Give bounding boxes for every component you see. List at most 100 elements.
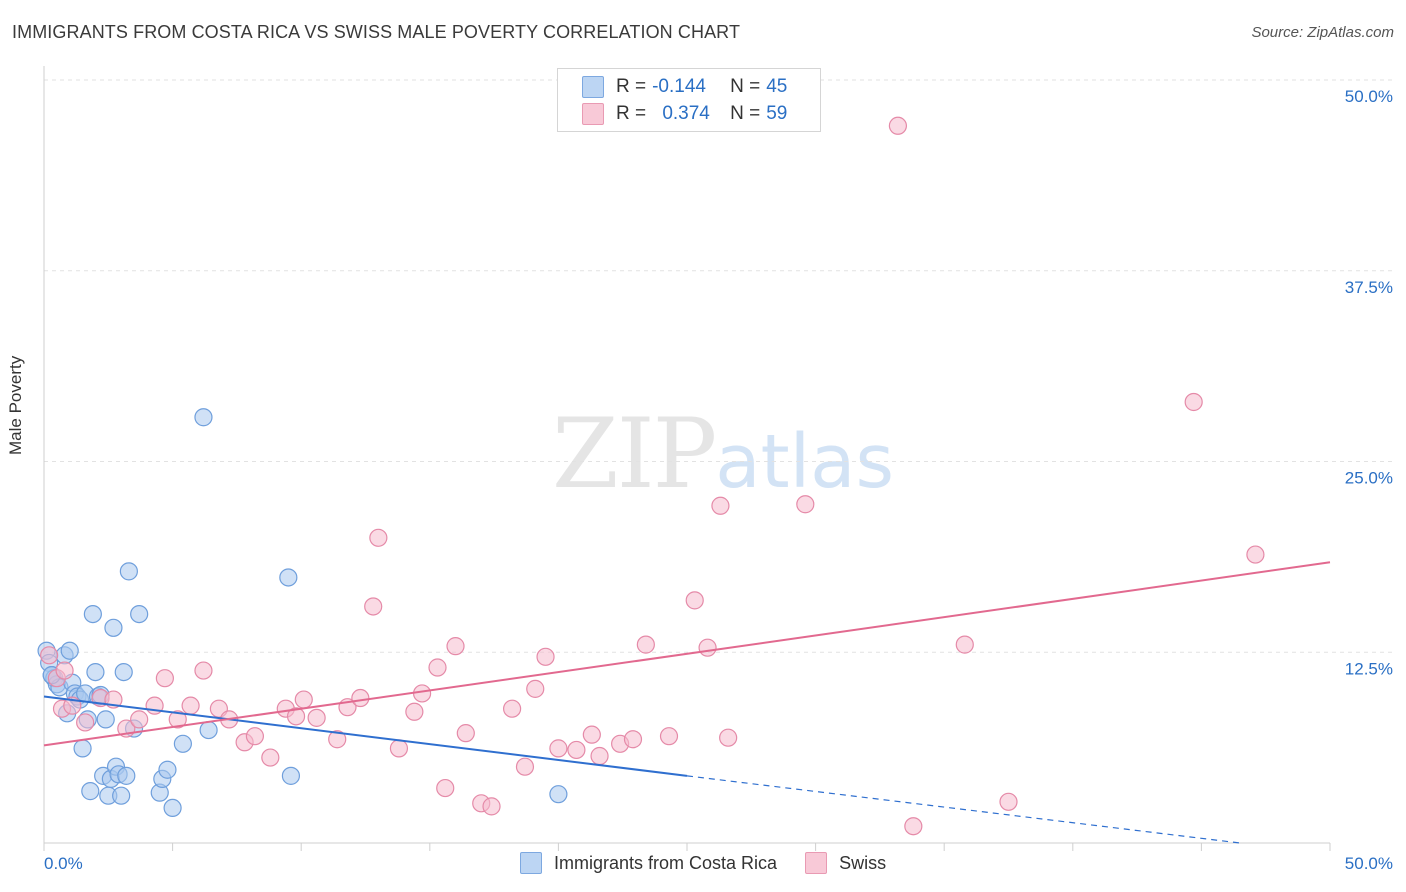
costa-rica-point — [281, 766, 301, 785]
costa-rica-point — [163, 798, 182, 818]
swiss-point — [351, 688, 370, 708]
costa-rica-point — [194, 408, 213, 427]
swiss-point — [307, 708, 326, 727]
swiss-point — [711, 496, 730, 515]
swiss-point — [328, 730, 347, 749]
swiss-point — [245, 727, 265, 746]
swiss-point — [155, 669, 174, 688]
y-tick-label: 37.5% — [1345, 278, 1393, 297]
swiss-point — [590, 746, 609, 766]
swiss-point — [698, 638, 717, 657]
costa-rica-point — [86, 662, 105, 682]
swiss-point — [436, 778, 455, 798]
series-legend-label: Immigrants from Costa Rica — [554, 852, 778, 873]
y-tick-label: 50.0% — [1345, 87, 1393, 106]
costa-rica-point — [199, 720, 218, 740]
costa-rica-point — [104, 618, 123, 637]
series-legend-label: Swiss — [839, 852, 887, 873]
swiss-point — [456, 724, 475, 743]
y-tick-label: 12.5% — [1345, 659, 1393, 678]
legend-n-value: 59 — [766, 103, 788, 124]
costa-rica-point — [119, 562, 138, 581]
swiss-point — [1246, 545, 1265, 564]
swiss-point — [503, 699, 522, 718]
swiss-point — [482, 797, 501, 816]
legend-swatch-swiss — [582, 103, 604, 125]
swiss-point — [526, 679, 545, 698]
swiss-point — [536, 647, 555, 666]
swiss-point — [955, 635, 974, 654]
watermark-zip: ZIP — [552, 398, 717, 510]
swiss-point — [389, 739, 409, 758]
swiss-point — [659, 727, 679, 746]
costa-rica-trendline — [43, 695, 688, 777]
swiss-point — [515, 757, 535, 776]
legend-swatch-swiss — [805, 852, 828, 874]
swiss-point — [294, 690, 313, 709]
swiss-point — [549, 739, 568, 758]
costa-rica-point — [112, 786, 131, 805]
swiss-point — [194, 661, 213, 680]
y-axis-label: Male Poverty — [6, 355, 25, 455]
legend-n-value: 45 — [766, 76, 788, 97]
costa-rica-point — [279, 568, 298, 587]
costa-rica-point — [60, 641, 79, 660]
legend-swatch-costa-rica — [582, 76, 604, 98]
legend-r-label: R = — [616, 76, 647, 97]
swiss-point — [796, 495, 815, 514]
swiss-point — [168, 710, 187, 729]
series-legend-costa-rica: Immigrants from Costa Rica — [520, 852, 777, 874]
costa-rica-point — [81, 782, 100, 801]
swiss-point — [636, 635, 655, 654]
swiss-point — [719, 728, 738, 747]
swiss-point — [364, 597, 383, 616]
correlation-legend: R = -0.144 N = 45 R = 0.374 N = 59 — [557, 68, 821, 132]
swiss-point — [567, 740, 586, 760]
chart-title: IMMIGRANTS FROM COSTA RICA VS SWISS MALE… — [12, 22, 741, 42]
costa-rica-trendline-extension — [686, 775, 1241, 844]
costa-rica-point — [73, 739, 92, 758]
swiss-point — [76, 713, 95, 732]
legend-row-swiss: R = 0.374 N = 59 — [582, 102, 787, 126]
swiss-point — [40, 646, 59, 665]
costa-rica-point — [117, 766, 136, 785]
swiss-point — [623, 730, 643, 749]
swiss-point — [428, 658, 447, 677]
swiss-point — [130, 710, 149, 729]
series-legend: Immigrants from Costa Rica Swiss — [520, 852, 914, 874]
costa-rica-point — [130, 604, 149, 624]
swiss-point — [582, 725, 601, 744]
watermark: ZIPatlas — [552, 398, 894, 510]
legend-r-label: R = — [616, 103, 647, 124]
swiss-point — [369, 528, 388, 547]
swiss-point — [181, 696, 200, 715]
legend-r-value: 0.374 — [662, 103, 710, 124]
swiss-point — [261, 748, 280, 767]
swiss-point — [1184, 392, 1203, 412]
swiss-point — [999, 792, 1018, 811]
legend-n-label: N = — [730, 103, 761, 124]
legend-swatch-costa-rica — [520, 852, 542, 874]
swiss-point — [685, 591, 704, 610]
legend-n-label: N = — [730, 76, 761, 97]
series-legend-swiss: Swiss — [805, 852, 886, 874]
swiss-trendline — [43, 561, 1331, 747]
x-tick-label: 50.0% — [1345, 854, 1393, 873]
y-tick-label: 25.0% — [1345, 469, 1393, 488]
costa-rica-point — [96, 710, 115, 729]
swiss-point — [286, 707, 306, 726]
costa-rica-point — [173, 734, 192, 753]
x-tick-label: 0.0% — [44, 854, 83, 873]
swiss-point — [412, 684, 432, 703]
costa-rica-point — [114, 662, 133, 682]
costa-rica-point — [83, 604, 102, 624]
swiss-point — [904, 817, 923, 836]
source-credit: Source: ZipAtlas.com — [1251, 24, 1394, 41]
legend-r-value: -0.144 — [652, 76, 706, 97]
legend-row-costa-rica: R = -0.144 N = 45 — [582, 75, 787, 99]
swiss-point — [446, 637, 465, 656]
swiss-point — [888, 116, 908, 135]
costa-rica-point — [549, 785, 568, 804]
swiss-point — [405, 702, 424, 721]
